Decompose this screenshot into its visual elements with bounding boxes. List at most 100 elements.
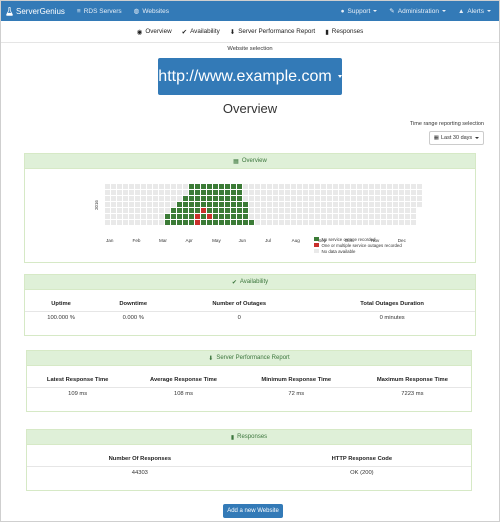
heatmap-day-cell — [351, 220, 356, 225]
heatmap-day-cell — [225, 220, 230, 225]
nav-administration[interactable]: ✎ Administration — [389, 7, 446, 15]
heatmap-day-cell — [225, 208, 230, 213]
add-website-button[interactable]: Add a new Website — [223, 504, 283, 518]
nav-websites[interactable]: ◍ Websites — [134, 7, 169, 16]
heatmap-day-cell — [249, 202, 254, 207]
month-label: Jun — [239, 238, 247, 243]
heatmap-day-cell — [273, 214, 278, 219]
time-range-label: Time range reporting selection — [409, 121, 484, 127]
heatmap-day-cell — [261, 214, 266, 219]
heatmap-day-cell — [393, 208, 398, 213]
table-header: HTTP Response Code — [252, 452, 471, 467]
heatmap-day-cell — [315, 184, 320, 189]
heatmap-day-cell — [399, 184, 404, 189]
heatmap-day-cell — [189, 208, 194, 213]
heatmap-day-cell — [375, 214, 380, 219]
subnav-performance[interactable]: ⬇ Server Performance Report — [230, 28, 315, 36]
heatmap-day-cell — [237, 202, 242, 207]
heatmap-day-cell — [315, 214, 320, 219]
heatmap-day-cell — [135, 184, 140, 189]
heatmap-day-cell — [123, 196, 128, 201]
heatmap-day-cell — [165, 214, 170, 219]
heatmap-day-cell — [405, 220, 410, 225]
table-header: Uptime — [25, 297, 98, 312]
heatmap-day-cell — [213, 190, 218, 195]
heatmap-day-cell — [195, 196, 200, 201]
heatmap-day-cell — [261, 208, 266, 213]
heatmap-day-cell — [237, 196, 242, 201]
nav-alerts[interactable]: ▲ Alerts — [458, 8, 491, 15]
brand[interactable]: ServerGenius — [1, 7, 65, 16]
heatmap-day-cell — [291, 184, 296, 189]
heatmap-day-cell — [207, 208, 212, 213]
heatmap-day-cell — [411, 214, 416, 219]
table-header-row: Number Of Responses HTTP Response Code — [27, 452, 471, 467]
heatmap-day-cell — [279, 214, 284, 219]
heatmap-day-cell — [375, 220, 380, 225]
heatmap-day-cell — [231, 202, 236, 207]
heatmap-day-cell — [141, 208, 146, 213]
heatmap-day-cell — [393, 184, 398, 189]
heatmap-day-cell — [147, 190, 152, 195]
subnav-overview[interactable]: ◉ Overview — [137, 28, 172, 36]
heatmap-day-cell — [375, 196, 380, 201]
heatmap-day-cell — [303, 202, 308, 207]
heatmap-day-cell — [219, 202, 224, 207]
heatmap-day-cell — [363, 190, 368, 195]
heatmap-day-cell — [165, 208, 170, 213]
chevron-down-icon — [487, 10, 491, 12]
heatmap-day-cell — [315, 202, 320, 207]
table-cell: 100.000 % — [47, 315, 75, 322]
heatmap-day-cell — [207, 184, 212, 189]
heatmap-day-cell — [219, 220, 224, 225]
time-range-dropdown[interactable]: ▦ Last 30 days — [429, 131, 484, 145]
heatmap-day-cell — [333, 208, 338, 213]
heatmap-day-cell — [279, 196, 284, 201]
heatmap-day-cell — [387, 220, 392, 225]
heatmap-day-cell — [381, 214, 386, 219]
heatmap-day-cell — [357, 184, 362, 189]
heatmap-day-cell — [249, 214, 254, 219]
overview-panel-heading: ▦ Overview — [25, 154, 475, 169]
website-select-dropdown[interactable]: http://www.example.com — [158, 58, 342, 95]
heatmap-day-cell — [171, 208, 176, 213]
database-icon: ≡ — [76, 7, 81, 15]
heatmap-day-cell — [159, 190, 164, 195]
heatmap-day-cell — [333, 190, 338, 195]
heatmap-day-cell — [255, 214, 260, 219]
heatmap-day-cell — [339, 184, 344, 189]
performance-panel: ⬇ Server Performance Report Latest Respo… — [26, 350, 472, 412]
heatmap-day-cell — [237, 214, 242, 219]
heatmap-day-cell — [243, 190, 248, 195]
performance-panel-title: Server Performance Report — [216, 355, 290, 361]
nav-support[interactable]: ● Support — [341, 8, 378, 15]
heatmap-day-cell — [165, 202, 170, 207]
table-header: Number Of Responses — [27, 452, 253, 467]
subnav-performance-label: Server Performance Report — [238, 28, 316, 35]
subnav-availability[interactable]: ✔ Availability — [182, 28, 220, 36]
heatmap-day-cell — [141, 184, 146, 189]
heatmap-day-cell — [177, 190, 182, 195]
heatmap-day-cell — [117, 196, 122, 201]
availability-table: Uptime Downtime Number of Outages Total … — [25, 297, 475, 325]
subnav-responses[interactable]: ▮ Responses — [325, 28, 363, 36]
heatmap-day-cell — [177, 196, 182, 201]
heatmap-day-cell — [207, 220, 212, 225]
heatmap-day-cell — [381, 220, 386, 225]
heatmap-day-cell — [117, 184, 122, 189]
calendar-icon: ▦ — [233, 158, 239, 165]
nav-rds-servers[interactable]: ≡ RDS Servers — [77, 8, 122, 15]
nav-admin-label: Administration — [397, 7, 439, 15]
heatmap-day-cell — [399, 220, 404, 225]
heatmap-day-cell — [273, 184, 278, 189]
month-label: Jul — [265, 238, 271, 243]
heatmap-day-cell — [201, 220, 206, 225]
heatmap-day-cell — [351, 190, 356, 195]
heatmap-day-cell — [279, 184, 284, 189]
heatmap-day-cell — [387, 214, 392, 219]
table-cell: 44303 — [131, 470, 148, 477]
heatmap-day-cell — [147, 202, 152, 207]
heatmap-day-cell — [321, 202, 326, 207]
heatmap-day-cell — [111, 214, 116, 219]
heatmap-day-cell — [171, 196, 176, 201]
